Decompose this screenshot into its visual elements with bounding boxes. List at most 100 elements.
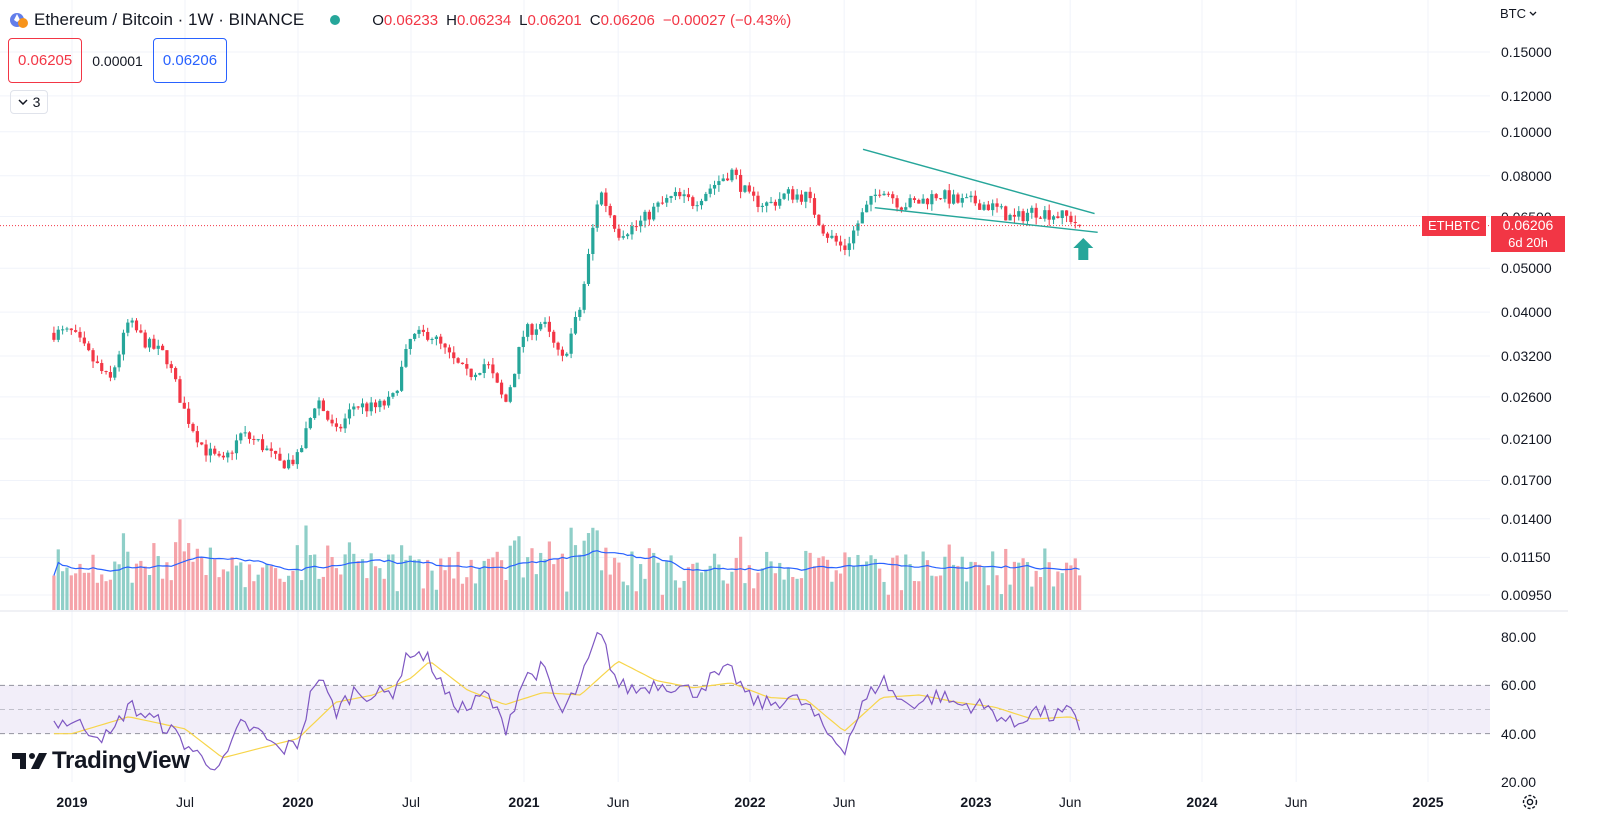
wedge-upper-trendline[interactable] <box>862 148 1095 215</box>
candle-body <box>621 236 625 238</box>
candle-body <box>404 348 408 367</box>
volume-bar <box>421 588 425 610</box>
candle-body <box>513 373 517 388</box>
candle-body <box>121 332 126 355</box>
candle-body <box>595 204 599 228</box>
candle-body <box>865 204 869 213</box>
time-tick-label: Jun <box>1284 794 1308 810</box>
volume-bar <box>1030 586 1034 610</box>
candle-body <box>586 254 591 284</box>
volume-bar <box>873 558 877 610</box>
spread-value: 0.00001 <box>92 52 143 69</box>
volume-bar <box>313 554 317 610</box>
volume-bar <box>725 583 730 610</box>
candle-body <box>904 207 908 210</box>
volume-bar <box>856 554 860 610</box>
gear-icon[interactable] <box>1520 792 1540 812</box>
price-tick-label: 0.08000 <box>1501 167 1552 184</box>
volume-bar <box>860 564 864 610</box>
buy-button[interactable]: 0.06206 <box>152 38 228 83</box>
candle-body <box>526 324 530 337</box>
volume-bar <box>834 570 838 610</box>
volume-bar <box>665 561 669 610</box>
wedge-lower-trendline[interactable] <box>874 206 1098 234</box>
volume-bar <box>473 583 478 610</box>
price-tick-label: 0.04000 <box>1501 304 1552 321</box>
volume-bar <box>795 578 799 610</box>
volume-bar <box>943 556 947 610</box>
candle-body <box>165 350 169 365</box>
volume-bar <box>591 527 595 610</box>
currency-selector[interactable]: BTC <box>1500 6 1537 21</box>
volume-bar <box>234 565 239 610</box>
indicators-toggle-button[interactable]: 3 <box>10 90 48 114</box>
arrow-up-icon[interactable] <box>1073 238 1094 260</box>
volume-bar <box>534 574 538 610</box>
volume-bar <box>539 552 543 610</box>
tradingview-logo[interactable]: TradingView <box>12 747 190 775</box>
candle-body <box>282 460 286 469</box>
last-price: 0.06206 <box>1502 217 1554 233</box>
candle-body <box>478 373 482 375</box>
candle-body <box>504 394 508 402</box>
volume-bar <box>87 572 91 610</box>
rsi-tick-label: 40.00 <box>1501 725 1537 742</box>
candle-body <box>656 202 660 207</box>
volume-bar <box>182 551 186 610</box>
legend-header: Ethereum / Bitcoin · 1W · BINANCE O 0.062… <box>10 8 791 32</box>
last-price-tag: 0.06206 6d 20h <box>1491 216 1565 252</box>
volume-bar <box>121 533 126 610</box>
volume-bar <box>56 549 60 610</box>
ohlc-change: −0.00027 (−0.43%) <box>662 11 792 29</box>
candle-body <box>1060 210 1064 219</box>
candle-body <box>895 198 899 208</box>
candle-body <box>925 198 930 205</box>
volume-bar <box>1008 584 1012 610</box>
drawings[interactable] <box>862 148 1098 260</box>
candle-body <box>856 223 860 231</box>
volume-bar <box>208 547 212 610</box>
candle-body <box>178 379 182 403</box>
volume-bar <box>265 563 269 610</box>
candle-body <box>69 328 73 331</box>
volume-bar <box>78 563 82 610</box>
volume-bar <box>61 571 65 610</box>
candle-body <box>921 198 925 204</box>
brand-name: TradingView <box>52 747 190 774</box>
candle-body <box>491 364 495 374</box>
volume-bar <box>639 564 643 610</box>
volume-bar <box>221 569 226 610</box>
candle-body <box>938 198 943 200</box>
volume-bar <box>95 582 99 610</box>
price-tick-label: 0.05000 <box>1501 260 1552 277</box>
candle-body <box>1064 210 1069 216</box>
candle-body <box>912 198 917 200</box>
candle-body <box>191 423 195 432</box>
candle-body <box>426 331 430 340</box>
volume-bar <box>378 568 382 610</box>
candle-body <box>673 191 678 197</box>
volume-bar <box>660 594 664 610</box>
volume-bar <box>365 578 369 610</box>
volume-bar <box>817 557 821 610</box>
candle-body <box>882 193 886 196</box>
candle-body <box>634 226 638 228</box>
volume-bar <box>739 536 743 610</box>
symbol-title[interactable]: Ethereum / Bitcoin · 1W · BINANCE <box>34 10 305 29</box>
candle-body <box>326 411 330 420</box>
candle-body <box>765 202 769 206</box>
candle-body <box>308 418 312 429</box>
candle-body <box>195 431 199 443</box>
volume-bar <box>191 561 195 610</box>
bar-countdown: 6d 20h <box>1508 235 1548 250</box>
candle-body <box>1021 211 1025 222</box>
candle-body <box>682 194 686 197</box>
volume-bar <box>847 557 851 610</box>
candle-body <box>539 323 543 330</box>
volume-bar <box>917 581 921 610</box>
sell-button[interactable]: 0.06205 <box>8 38 83 83</box>
candle-body <box>899 207 904 210</box>
candle-body <box>934 194 938 199</box>
volume-bar <box>1025 562 1030 610</box>
